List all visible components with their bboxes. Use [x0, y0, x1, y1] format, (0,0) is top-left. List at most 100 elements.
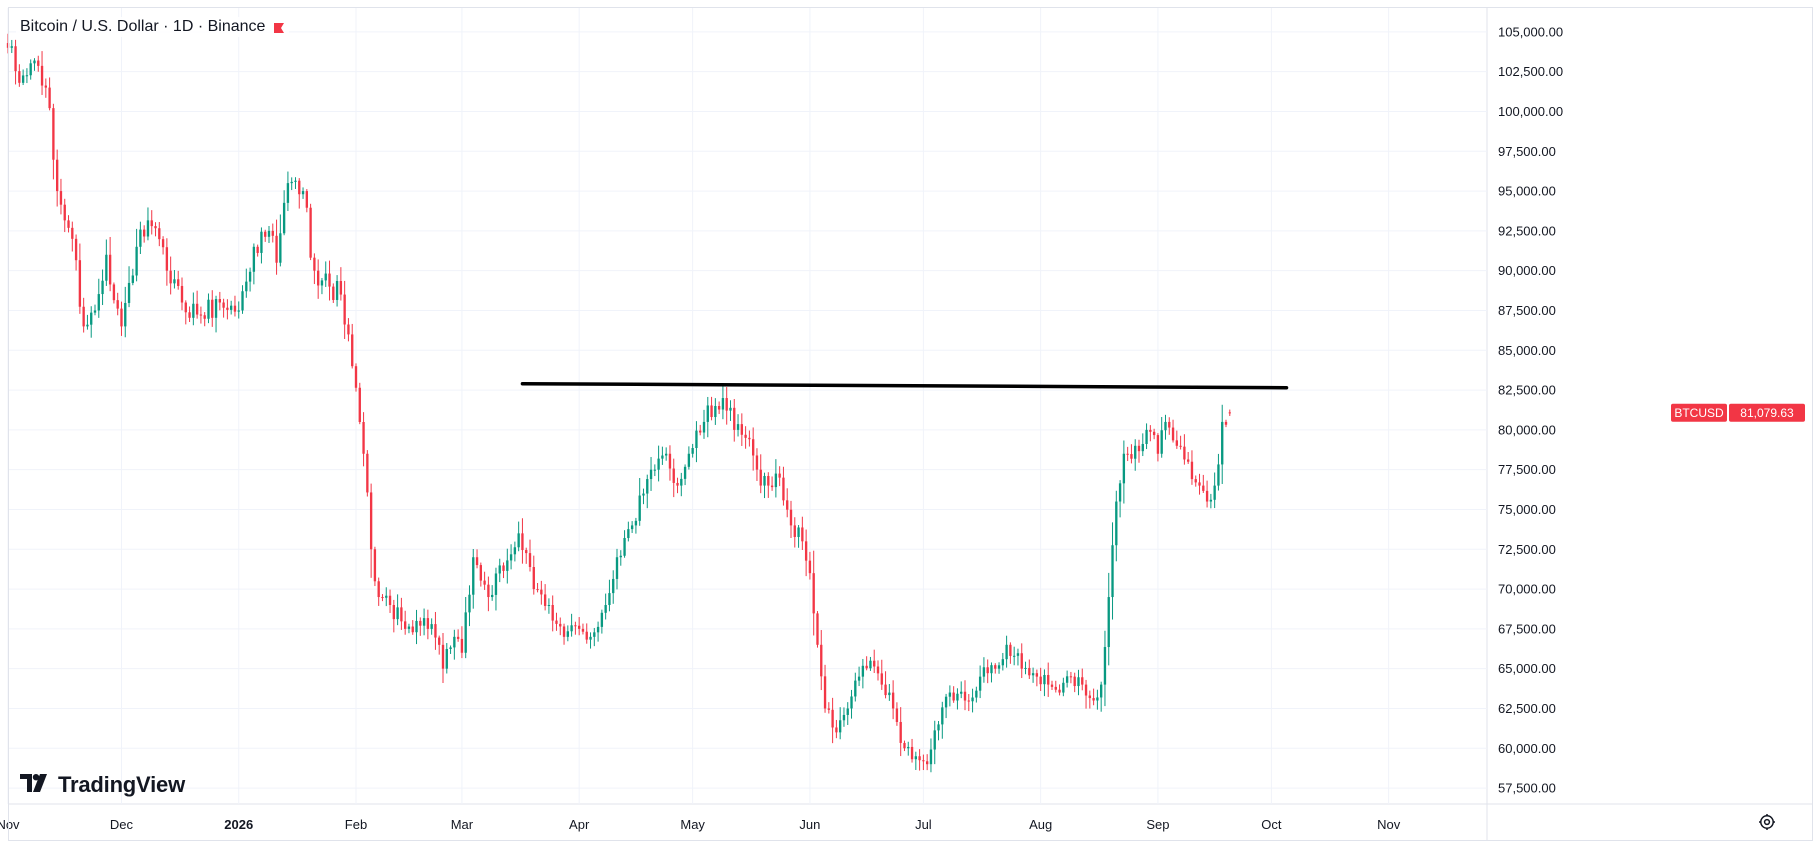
candle-down	[752, 427, 755, 471]
candle-down	[1058, 684, 1061, 696]
candle-body	[665, 453, 668, 456]
chart-settings-button[interactable]	[1756, 813, 1778, 835]
candle-up	[468, 585, 471, 627]
horizontal-trendline	[520, 381, 1289, 390]
candle-down	[195, 290, 199, 319]
last-price-marker: BTCUSD 81,079.63	[1671, 403, 1805, 422]
candle-body	[1039, 676, 1042, 685]
price-axis[interactable]: 105,000.00 102,500.00 100,000.00 97,500.00 9…	[1498, 24, 1563, 795]
candle-body	[952, 692, 955, 701]
candle-down	[180, 277, 184, 311]
candle-body	[570, 625, 573, 632]
candle-body	[71, 227, 74, 239]
candle-down	[78, 243, 82, 314]
candle-down	[1028, 659, 1031, 679]
candle-down	[271, 223, 274, 243]
candle-body	[1179, 445, 1182, 447]
candle-body	[112, 284, 116, 301]
candle-body	[1058, 689, 1061, 693]
candle-up	[97, 278, 100, 318]
candle-down	[460, 626, 464, 659]
candle-down	[112, 282, 116, 304]
time-axis[interactable]: Nov Dec 2026 Feb Mar Apr May Jun Jul Aug Sep Oct Nov	[0, 817, 1401, 832]
candle-body	[914, 756, 917, 760]
candle-body	[721, 398, 725, 410]
candle-down	[873, 649, 876, 673]
candle-body	[1005, 644, 1008, 660]
candle-body	[578, 625, 581, 629]
candle-down	[161, 236, 165, 255]
candle-body	[978, 676, 982, 691]
candle-up	[139, 221, 142, 254]
candle-body	[214, 299, 218, 318]
candle-body	[460, 638, 464, 653]
candle-down	[369, 483, 373, 578]
candle-down	[44, 78, 47, 98]
candle-body	[29, 63, 32, 76]
candle-body	[127, 282, 131, 303]
candle-body	[313, 257, 316, 271]
candle-body	[264, 231, 267, 237]
candle-body	[820, 644, 823, 677]
time-tick-label: Nov	[0, 817, 20, 832]
candle-body	[1069, 676, 1073, 678]
candle-body	[1062, 682, 1065, 693]
candle-down	[1009, 642, 1012, 664]
candle-body	[161, 239, 165, 248]
candle-body	[793, 525, 796, 537]
price-tick-label: 82,500.00	[1498, 383, 1556, 398]
flag-icon[interactable]	[273, 21, 285, 33]
candle-down	[222, 298, 225, 318]
candle-body	[1187, 459, 1190, 462]
candle-body	[347, 324, 350, 335]
candle-body	[1115, 501, 1118, 546]
candle-body	[483, 580, 486, 585]
gear-icon[interactable]	[1758, 813, 1776, 836]
candle-body	[475, 557, 479, 566]
symbol-legend[interactable]: Bitcoin / U.S. Dollar · 1D · Binance	[16, 17, 290, 37]
candle-down	[158, 222, 161, 247]
candle-body	[910, 746, 914, 760]
candle-body	[233, 305, 237, 312]
candle-down	[426, 609, 430, 640]
candle-down	[922, 754, 925, 771]
candle-body	[324, 273, 327, 281]
candle-body	[691, 448, 694, 454]
candle-down	[528, 539, 532, 572]
candle-body	[245, 281, 248, 292]
candle-body	[388, 595, 392, 605]
candle-down	[1187, 452, 1190, 464]
candle-body	[846, 708, 849, 715]
candle-up	[619, 550, 622, 566]
candle-down	[343, 280, 346, 339]
candle-body	[1035, 673, 1039, 677]
candle-body	[759, 469, 762, 486]
candle-down	[672, 458, 675, 498]
candle-up	[1115, 490, 1118, 562]
candle-up	[301, 187, 305, 199]
tradingview-logo-icon	[20, 773, 52, 797]
candle-down	[710, 396, 713, 421]
candle-up	[90, 306, 93, 338]
candle-body	[294, 180, 297, 182]
candle-up	[207, 293, 210, 324]
candle-body	[1043, 674, 1046, 685]
candle-body	[717, 406, 721, 410]
candle-body	[339, 281, 343, 295]
candle-body	[252, 246, 256, 272]
candle-down	[1228, 409, 1231, 416]
candle-body	[1001, 659, 1004, 666]
candle-down	[903, 740, 906, 752]
candle-down	[332, 283, 335, 303]
candle-up	[839, 707, 842, 740]
candle-up	[570, 613, 573, 637]
candle-down	[1205, 480, 1209, 508]
candle-body	[67, 220, 70, 228]
symbol-title[interactable]: Bitcoin / U.S. Dollar · 1D · Binance	[20, 18, 266, 35]
drawing-trendline[interactable]	[520, 381, 1289, 390]
candle-body	[146, 220, 150, 237]
candle-up	[914, 751, 917, 770]
tradingview-logo[interactable]: TradingView	[20, 770, 185, 800]
